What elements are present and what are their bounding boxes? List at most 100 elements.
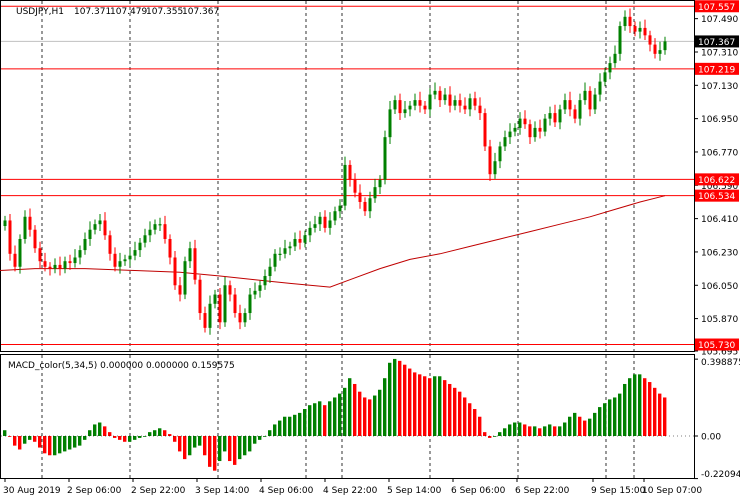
macd-bar (18, 436, 22, 450)
level-label: 107.219 (698, 65, 735, 75)
candle-body (423, 105, 427, 110)
macd-bar (148, 432, 152, 436)
macd-bar (543, 426, 547, 436)
candle-body (428, 94, 432, 110)
macd-bar (143, 436, 147, 437)
macd-panel[interactable] (0, 354, 695, 479)
candle-body (283, 248, 287, 254)
candle-body (578, 100, 582, 119)
candle-body (628, 16, 632, 27)
candle-body (568, 100, 572, 110)
candle-body (78, 250, 82, 258)
macd-bar (613, 397, 617, 436)
candle-body (138, 242, 142, 251)
macd-bar (473, 409, 477, 436)
candle-body (218, 294, 222, 323)
candle-body (303, 235, 307, 243)
candle-body (543, 118, 547, 132)
macd-bar (243, 436, 247, 456)
macd-bar (438, 376, 442, 436)
candle-body (473, 98, 477, 106)
candle-body (133, 250, 137, 256)
candle-body (338, 205, 342, 212)
macd-bar (658, 393, 662, 436)
macd-bar (183, 436, 187, 460)
macd-bar (193, 436, 197, 448)
candle-body (383, 137, 387, 180)
macd-bar (433, 376, 437, 436)
candle-body (508, 131, 512, 138)
macd-bar (398, 360, 402, 436)
ohlc-high: 107.479 (110, 7, 147, 17)
candle-body (488, 146, 492, 175)
macd-bar (478, 416, 482, 436)
candle-body (93, 224, 97, 230)
candle-body (63, 261, 67, 269)
candle-body (293, 238, 297, 247)
macd-bar (68, 436, 72, 450)
macd-bar (468, 403, 472, 436)
macd-bar (298, 412, 302, 436)
macd-bar (33, 436, 37, 442)
candle-body (638, 27, 642, 32)
current-price-box (695, 35, 739, 48)
candle-body (633, 26, 637, 32)
macd-bar (203, 436, 207, 456)
price-panel[interactable] (0, 0, 695, 352)
macd-bar (173, 436, 177, 442)
candle-body (308, 227, 312, 236)
candle-body (588, 90, 592, 110)
candle-body (573, 109, 577, 119)
candle-body (593, 94, 597, 110)
candle-body (498, 146, 502, 162)
macd-bar (618, 393, 622, 436)
level-label-box (695, 189, 739, 202)
macd-bar (488, 436, 492, 438)
current-price-label: 107.367 (695, 35, 739, 48)
macd-bar (513, 422, 517, 436)
macd-bar (333, 397, 337, 436)
candle-body (478, 105, 482, 114)
macd-bar (178, 436, 182, 452)
macd-bar (3, 430, 7, 436)
candle-body (238, 313, 242, 323)
candle-body (353, 179, 357, 193)
candle-body (388, 109, 392, 138)
candle-body (323, 216, 327, 228)
macd-bar (63, 436, 67, 452)
time-label: 2 Sep 22:00 (131, 486, 186, 496)
candle-body (358, 192, 362, 202)
candle-body (503, 137, 507, 147)
current-price-text: 107.367 (698, 38, 735, 48)
candle-body (403, 109, 407, 114)
level-label-box (695, 0, 739, 13)
candle-body (538, 127, 542, 132)
candle-body (483, 113, 487, 147)
macd-bar (348, 378, 352, 436)
macd-bar (598, 407, 602, 436)
macd-bar (558, 426, 562, 436)
candle-body (188, 248, 192, 262)
candle-body (393, 100, 397, 110)
price-tick-label: 106.230 (701, 248, 738, 258)
candle-body (348, 164, 352, 180)
macd-bar (648, 382, 652, 436)
macd-bar (393, 358, 397, 436)
level-label-box (695, 173, 739, 186)
time-label: 3 Sep 14:00 (195, 486, 250, 496)
macd-bar (378, 389, 382, 436)
time-label: 6 Sep 06:00 (451, 486, 506, 496)
candle-body (648, 35, 652, 45)
candle-body (298, 238, 302, 243)
time-label: 2 Sep 06:00 (67, 486, 122, 496)
candle-body (83, 238, 87, 251)
candle-body (23, 216, 27, 239)
price-tick-label: 106.590 (701, 182, 738, 192)
macd-bar (483, 432, 487, 436)
candle-body (33, 229, 37, 249)
candle-body (18, 238, 22, 267)
candle-body (513, 127, 517, 132)
macd-tick-label: -0.220944 (701, 470, 740, 480)
macd-bar (373, 395, 377, 436)
